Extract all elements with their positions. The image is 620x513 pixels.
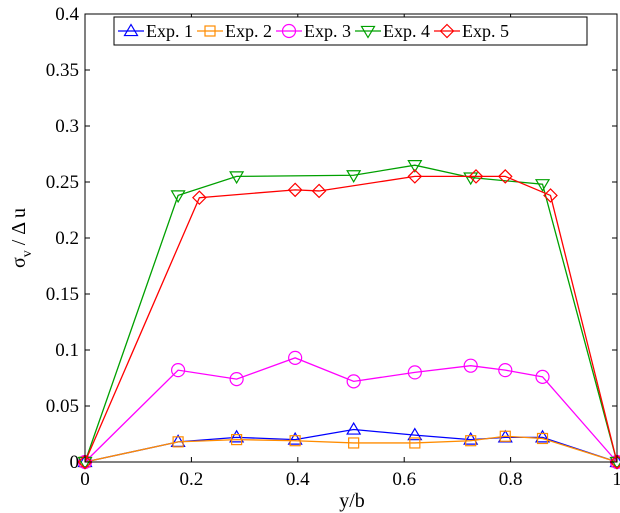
y-tick-label: 0.4	[55, 4, 79, 25]
y-tick-label: 0.3	[55, 116, 79, 137]
data-point	[311, 183, 327, 199]
legend-label: Exp. 5	[462, 21, 509, 41]
data-point	[468, 169, 484, 184]
legend-marker	[439, 23, 455, 39]
data-point	[498, 363, 513, 378]
x-tick-label: 0.6	[392, 469, 416, 490]
data-point	[407, 169, 423, 184]
data-point	[287, 182, 303, 198]
data-point	[289, 435, 301, 447]
y-tick-label: 0.35	[46, 60, 79, 81]
data-point	[346, 374, 361, 389]
x-tick-label: 0.2	[180, 469, 204, 490]
data-point	[534, 429, 551, 443]
series-line	[84, 435, 618, 463]
y-tick-label: 0.05	[46, 396, 79, 417]
y-axis-label-subscript: v	[20, 250, 35, 257]
y-axis-label-denominator: / Δ u	[8, 208, 30, 250]
data-point	[288, 350, 303, 365]
y-axis-label: σv / Δ u	[8, 208, 35, 268]
ticks-layer: 0 0.2 0.4 0.6 0.8 1 0 0.05 0.1 0.15 0.2 0.25 0.3 0.35…	[46, 4, 620, 490]
data-point	[534, 179, 551, 192]
data-point	[409, 437, 421, 449]
y-tick-label: 0.2	[55, 228, 79, 249]
legend-marker	[281, 23, 297, 39]
x-tick-label: 1	[612, 469, 620, 490]
legend: Exp. 1 Exp. 2 Exp. 3 Exp. 4 Exp. 5	[113, 16, 588, 46]
data-point	[348, 437, 360, 449]
y-axis-label-symbol: σ	[8, 257, 30, 268]
data-point	[287, 431, 303, 445]
legend-entry-5: Exp. 5	[434, 21, 509, 41]
data-point	[171, 363, 186, 378]
x-tick-label: 0.8	[499, 469, 523, 490]
data-point	[465, 435, 477, 447]
data-point	[229, 429, 245, 443]
data-point	[172, 436, 184, 448]
data-point	[170, 190, 186, 204]
legend-label: Exp. 2	[225, 21, 272, 41]
data-point	[543, 188, 558, 203]
data-point	[407, 160, 423, 173]
series-5	[77, 169, 620, 470]
data-point	[346, 170, 362, 183]
legend-entry-3: Exp. 3	[276, 21, 351, 41]
legend-label: Exp. 3	[304, 21, 351, 41]
data-point	[609, 454, 620, 470]
legend-marker	[123, 23, 139, 37]
data-point	[499, 430, 511, 442]
data-point	[231, 434, 243, 446]
y-tick-label: 0	[70, 452, 80, 473]
data-point	[346, 421, 362, 435]
legend-label: Exp. 4	[383, 21, 430, 41]
series-3	[77, 350, 620, 470]
x-tick-label: 0.4	[286, 469, 310, 490]
series-layer	[77, 160, 620, 470]
x-axis-label: y/b	[339, 490, 365, 512]
legend-label: Exp. 1	[146, 21, 193, 41]
data-point	[463, 358, 478, 373]
plot-frame	[84, 13, 618, 463]
y-tick-label: 0.25	[46, 172, 79, 193]
data-point	[229, 171, 245, 185]
series-line	[84, 164, 618, 463]
data-point	[497, 169, 513, 184]
legend-box	[113, 16, 588, 46]
series-line	[84, 175, 618, 463]
legend-entry-4: Exp. 4	[355, 21, 430, 41]
y-tick-label: 0.1	[55, 340, 79, 361]
y-tick-label: 0.15	[46, 284, 79, 305]
data-point	[463, 431, 479, 445]
data-point	[407, 427, 423, 441]
data-point	[535, 369, 550, 384]
x-tick-label: 0	[80, 469, 90, 490]
legend-marker	[204, 25, 216, 37]
legend-marker	[360, 25, 376, 39]
data-point	[463, 172, 479, 186]
legend-entry-2: Exp. 2	[197, 21, 272, 41]
data-point	[229, 372, 244, 387]
data-point	[536, 432, 549, 445]
series-4	[77, 160, 620, 470]
data-point	[77, 454, 93, 470]
series-line	[84, 357, 618, 463]
legend-entry-1: Exp. 1	[118, 21, 193, 41]
data-point	[192, 190, 207, 206]
data-point	[407, 365, 422, 380]
